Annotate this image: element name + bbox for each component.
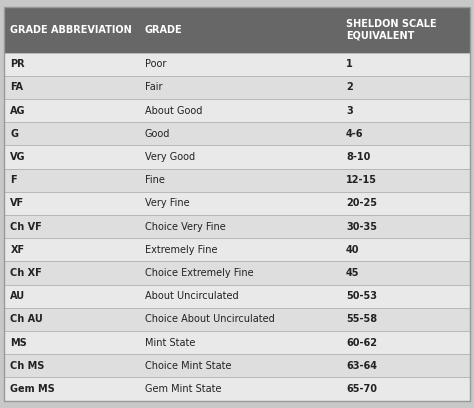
Bar bbox=[4, 192, 470, 215]
Text: 20-25: 20-25 bbox=[346, 198, 377, 208]
Bar bbox=[4, 122, 470, 145]
Bar bbox=[4, 7, 470, 53]
Text: Good: Good bbox=[145, 129, 170, 139]
Text: Poor: Poor bbox=[145, 59, 166, 69]
Text: F: F bbox=[10, 175, 17, 185]
Bar bbox=[4, 145, 470, 169]
Text: Ch VF: Ch VF bbox=[10, 222, 42, 232]
Text: FA: FA bbox=[10, 82, 23, 92]
Text: Choice Extremely Fine: Choice Extremely Fine bbox=[145, 268, 253, 278]
Text: GRADE ABBREVIATION: GRADE ABBREVIATION bbox=[10, 25, 132, 35]
Text: 12-15: 12-15 bbox=[346, 175, 377, 185]
Text: 65-70: 65-70 bbox=[346, 384, 377, 394]
Text: MS: MS bbox=[10, 338, 27, 348]
Text: Extremely Fine: Extremely Fine bbox=[145, 245, 217, 255]
Text: Fair: Fair bbox=[145, 82, 162, 92]
Text: Mint State: Mint State bbox=[145, 338, 195, 348]
Text: 1: 1 bbox=[346, 59, 353, 69]
Bar bbox=[4, 76, 470, 99]
Text: Ch MS: Ch MS bbox=[10, 361, 45, 371]
Text: Choice Very Fine: Choice Very Fine bbox=[145, 222, 225, 232]
Text: 2: 2 bbox=[346, 82, 353, 92]
Text: 30-35: 30-35 bbox=[346, 222, 377, 232]
Bar bbox=[4, 215, 470, 238]
Bar bbox=[4, 308, 470, 331]
Text: GRADE: GRADE bbox=[145, 25, 182, 35]
Text: Gem Mint State: Gem Mint State bbox=[145, 384, 221, 394]
Bar bbox=[4, 262, 470, 285]
Text: 4-6: 4-6 bbox=[346, 129, 364, 139]
Text: VF: VF bbox=[10, 198, 25, 208]
Text: About Uncirculated: About Uncirculated bbox=[145, 291, 238, 301]
Text: 45: 45 bbox=[346, 268, 359, 278]
Text: Very Good: Very Good bbox=[145, 152, 195, 162]
Text: 63-64: 63-64 bbox=[346, 361, 377, 371]
Bar bbox=[4, 331, 470, 354]
Bar bbox=[4, 285, 470, 308]
Bar bbox=[4, 377, 470, 401]
Text: Gem MS: Gem MS bbox=[10, 384, 55, 394]
Text: 55-58: 55-58 bbox=[346, 315, 377, 324]
Text: VG: VG bbox=[10, 152, 26, 162]
Text: XF: XF bbox=[10, 245, 25, 255]
Text: SHELDON SCALE
EQUIVALENT: SHELDON SCALE EQUIVALENT bbox=[346, 19, 437, 41]
Text: AG: AG bbox=[10, 106, 26, 115]
Bar bbox=[4, 169, 470, 192]
Text: Choice About Uncirculated: Choice About Uncirculated bbox=[145, 315, 274, 324]
Bar bbox=[4, 354, 470, 377]
Text: Fine: Fine bbox=[145, 175, 164, 185]
Text: 50-53: 50-53 bbox=[346, 291, 377, 301]
Text: PR: PR bbox=[10, 59, 25, 69]
Text: 3: 3 bbox=[346, 106, 353, 115]
Bar bbox=[4, 238, 470, 262]
Text: 40: 40 bbox=[346, 245, 359, 255]
Bar bbox=[4, 99, 470, 122]
Bar bbox=[4, 53, 470, 76]
Text: AU: AU bbox=[10, 291, 26, 301]
Text: Choice Mint State: Choice Mint State bbox=[145, 361, 231, 371]
Text: Ch XF: Ch XF bbox=[10, 268, 42, 278]
Text: Ch AU: Ch AU bbox=[10, 315, 43, 324]
Text: G: G bbox=[10, 129, 18, 139]
Text: 8-10: 8-10 bbox=[346, 152, 370, 162]
Text: Very Fine: Very Fine bbox=[145, 198, 189, 208]
Text: About Good: About Good bbox=[145, 106, 202, 115]
Text: 60-62: 60-62 bbox=[346, 338, 377, 348]
